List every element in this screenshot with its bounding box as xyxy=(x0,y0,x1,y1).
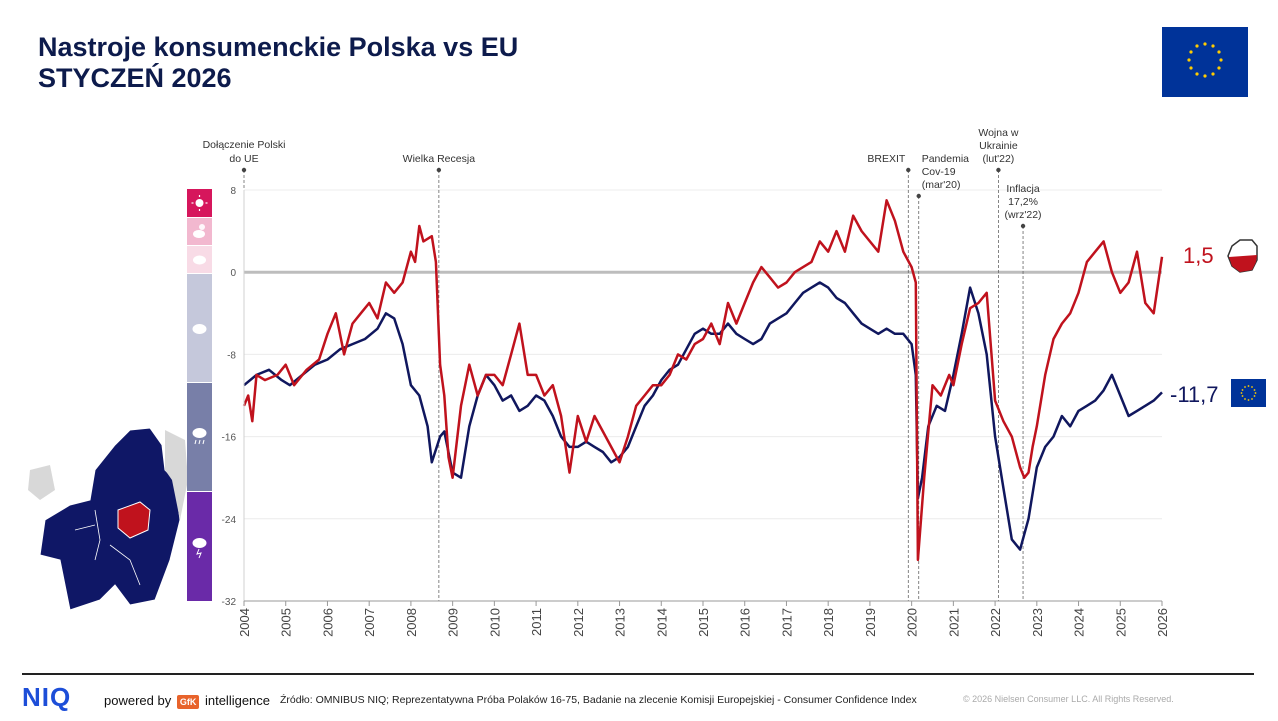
cloud-icon xyxy=(192,324,207,334)
x-tick-label: 2008 xyxy=(404,608,419,637)
event-marker xyxy=(916,193,921,199)
event-marker xyxy=(241,167,247,173)
event-marker xyxy=(906,167,911,173)
event-label: Inflacja xyxy=(1006,183,1039,195)
cloud-icon xyxy=(193,255,206,265)
x-tick-label: 2018 xyxy=(821,608,836,637)
event-label: (mar'20) xyxy=(922,179,961,191)
event-marker xyxy=(996,167,1001,173)
y-tick-label: -32 xyxy=(222,597,237,608)
eu-flag-small-icon xyxy=(1231,379,1266,407)
x-tick-label: 2020 xyxy=(905,608,920,637)
rain-cloud-icon xyxy=(192,428,207,445)
event-label: Dołączenie Polski xyxy=(203,139,286,151)
intelligence-label: intelligence xyxy=(204,693,271,708)
x-tick-label: 2022 xyxy=(988,608,1003,637)
event-label: Wojna w xyxy=(978,127,1018,139)
x-tick-label: 2010 xyxy=(487,608,502,637)
europe-map xyxy=(28,427,188,611)
page-title: Nastroje konsumenckie Polska vs EU STYCZ… xyxy=(38,32,518,94)
eu-end-label: -11,7 xyxy=(1170,382,1219,407)
footer-divider xyxy=(22,673,1254,675)
x-tick-label: 2012 xyxy=(571,608,586,637)
event-label: (wrz'22) xyxy=(1005,209,1042,221)
x-tick-label: 2015 xyxy=(696,608,711,637)
y-tick-label: -16 xyxy=(222,433,237,444)
consumer-confidence-chart: Dołączenie Polski do UE Wielka Recesja BREX… xyxy=(28,127,1266,637)
x-tick-label: 2019 xyxy=(863,608,878,637)
x-tick-label: 2017 xyxy=(779,608,794,637)
event-label: Pandemia xyxy=(922,153,969,165)
x-tick-label: 2026 xyxy=(1155,608,1170,637)
poland-end-label: 1,5 xyxy=(1183,243,1214,268)
sentiment-scale xyxy=(187,189,212,601)
event-label: Ukrainie xyxy=(979,140,1018,152)
storm-cloud-icon xyxy=(192,538,207,559)
y-tick-label: -8 xyxy=(227,350,236,361)
source-note: Źródło: OMNIBUS NIQ; Reprezentatywna Pró… xyxy=(280,694,917,706)
poland-flag-icon xyxy=(1227,239,1258,273)
x-tick-label: 2004 xyxy=(237,608,252,637)
y-tick-label: 0 xyxy=(230,268,236,279)
x-tick-label: 2011 xyxy=(529,608,544,636)
x-tick-label: 2024 xyxy=(1072,608,1087,637)
poland-line xyxy=(242,199,1164,562)
event-label: 17,2% xyxy=(1008,196,1038,208)
sun-icon xyxy=(191,195,208,211)
eu-flag-icon xyxy=(1162,27,1248,97)
y-tick-label: -24 xyxy=(222,515,237,526)
title-line-1: Nastroje konsumenckie Polska vs EU xyxy=(38,32,519,62)
gfk-logo: GfK xyxy=(176,694,200,709)
x-tick-label: 2025 xyxy=(1113,608,1128,637)
x-tick-label: 2016 xyxy=(738,608,753,637)
x-tick-label: 2013 xyxy=(613,608,628,637)
event-label: (lut'22) xyxy=(983,153,1015,165)
x-tick-label: 2014 xyxy=(654,608,669,637)
x-tick-label: 2009 xyxy=(446,608,461,637)
event-marker xyxy=(436,167,442,173)
event-label: Wielka Recesja xyxy=(403,153,476,165)
sun-cloud-icon xyxy=(193,224,205,238)
event-label: BREXIT xyxy=(867,153,906,165)
event-label: do UE xyxy=(229,153,258,165)
x-tick-label: 2006 xyxy=(320,608,335,637)
eu-line xyxy=(243,281,1163,551)
niq-logo: NIQ xyxy=(22,682,72,712)
event-label: Cov-19 xyxy=(922,166,956,178)
event-marker xyxy=(1020,223,1026,229)
x-tick-label: 2007 xyxy=(362,608,377,637)
powered-by: powered by GfK intelligence xyxy=(104,693,270,709)
title-line-2: STYCZEŃ 2026 xyxy=(38,63,232,93)
y-tick-label: 8 xyxy=(230,186,236,197)
x-tick-label: 2023 xyxy=(1030,608,1045,637)
powered-by-label: powered by xyxy=(104,693,172,708)
x-tick-label: 2005 xyxy=(279,608,294,637)
x-tick-label: 2021 xyxy=(946,608,961,637)
copyright: © 2026 Nielsen Consumer LLC. All Rights … xyxy=(963,694,1174,704)
